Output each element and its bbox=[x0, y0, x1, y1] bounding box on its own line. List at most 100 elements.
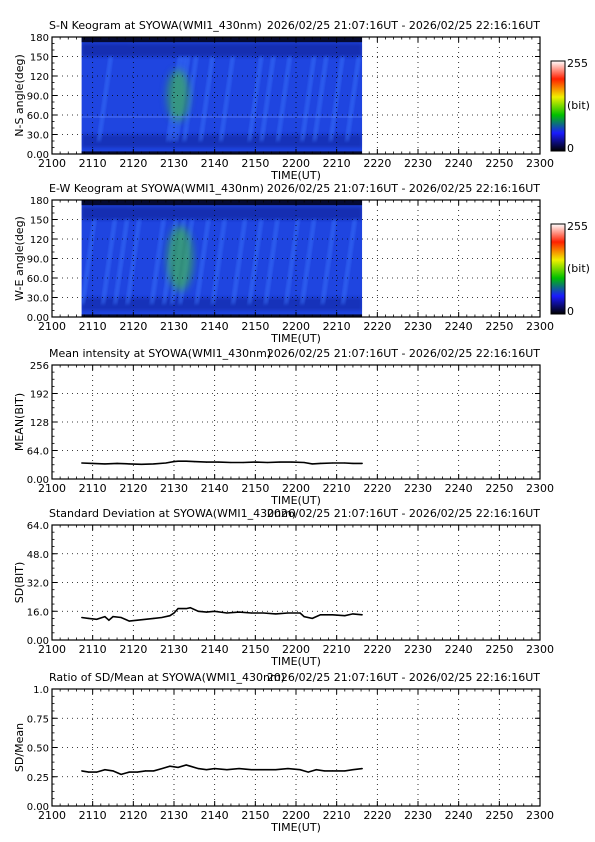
keogram-streak bbox=[194, 219, 211, 304]
data-point bbox=[291, 461, 293, 463]
data-point bbox=[128, 620, 130, 622]
data-point bbox=[218, 461, 220, 463]
data-point bbox=[214, 610, 216, 612]
keogram-horizon-top bbox=[81, 43, 363, 57]
x-tick-label: 2200 bbox=[282, 320, 310, 333]
chart-title: Mean intensity at SYOWA(WMI1_430nm) bbox=[49, 347, 271, 360]
keogram-image bbox=[81, 200, 363, 317]
keogram-streak bbox=[340, 219, 357, 304]
time-range-label: 2026/02/25 21:07:16UT - 2026/02/25 22:16… bbox=[267, 507, 540, 520]
data-point bbox=[242, 461, 244, 464]
data-point bbox=[153, 770, 155, 772]
colorbar: 255 (bit) 0 bbox=[550, 57, 590, 155]
keogram-streak bbox=[182, 56, 199, 141]
x-tick-label: 2120 bbox=[119, 320, 147, 333]
x-tick-label: 2110 bbox=[79, 157, 107, 170]
x-tick-label: 2120 bbox=[119, 482, 147, 495]
data-point bbox=[332, 770, 334, 772]
keogram-bottom-band bbox=[81, 314, 363, 317]
x-tick-label: 2230 bbox=[404, 643, 432, 656]
data-point bbox=[177, 608, 179, 610]
colorbar-gradient bbox=[550, 60, 566, 152]
colorbar-min-label: 0 bbox=[567, 305, 574, 318]
y-tick-label: 150 bbox=[30, 216, 49, 227]
data-point bbox=[303, 616, 305, 618]
data-point bbox=[128, 463, 130, 465]
data-point bbox=[352, 769, 354, 771]
keogram-streak bbox=[231, 219, 248, 304]
data-point bbox=[311, 617, 313, 620]
keogram-streak bbox=[125, 219, 142, 304]
data-point bbox=[361, 614, 363, 616]
panel-5: Ratio of SD/Mean at SYOWA(WMI1_430nm)202… bbox=[13, 671, 554, 834]
keogram-streak bbox=[300, 219, 317, 304]
data-point bbox=[332, 462, 334, 464]
data-point bbox=[344, 770, 346, 772]
keogram-streak bbox=[328, 56, 345, 141]
x-tick-label: 2100 bbox=[38, 809, 66, 822]
data-point bbox=[307, 771, 309, 773]
grid-lines bbox=[52, 689, 540, 806]
y-axis-label: N-S angle(deg) bbox=[13, 54, 26, 137]
y-tick-label: 120 bbox=[30, 235, 49, 246]
x-tick-label: 2130 bbox=[160, 643, 188, 656]
x-tick-label: 2240 bbox=[445, 157, 473, 170]
panel-3: Mean intensity at SYOWA(WMI1_430nm)2026/… bbox=[13, 347, 554, 507]
keogram-top-band bbox=[81, 200, 363, 206]
x-tick-label: 2230 bbox=[404, 482, 432, 495]
data-point bbox=[112, 616, 114, 618]
x-tick-label: 2300 bbox=[526, 643, 554, 656]
colorbar: 255 (bit) 0 bbox=[550, 220, 590, 318]
data-point bbox=[319, 462, 321, 464]
data-point bbox=[299, 612, 301, 614]
keogram-top-band bbox=[81, 37, 363, 43]
data-point bbox=[144, 618, 147, 620]
y-tick-label: 32.0 bbox=[27, 579, 49, 590]
x-tick-label: 2140 bbox=[201, 809, 229, 822]
data-point bbox=[185, 460, 187, 462]
x-tick-label: 2300 bbox=[526, 809, 554, 822]
data-point bbox=[262, 612, 265, 614]
y-tick-label: 256 bbox=[30, 361, 49, 372]
x-tick-label: 2220 bbox=[363, 320, 391, 333]
x-tick-label: 2200 bbox=[282, 157, 310, 170]
x-tick-label: 2110 bbox=[79, 809, 107, 822]
y-tick-label: 64.0 bbox=[27, 447, 49, 458]
data-point bbox=[112, 770, 114, 772]
x-tick-label: 2240 bbox=[445, 809, 473, 822]
x-tick-label: 2220 bbox=[363, 482, 391, 495]
x-tick-label: 2200 bbox=[282, 482, 310, 495]
y-tick-label: 30.0 bbox=[27, 294, 49, 305]
keogram-bottom-band bbox=[81, 151, 363, 154]
colorbar-max-label: 255 bbox=[567, 220, 588, 233]
data-line bbox=[81, 606, 363, 622]
keogram-streak bbox=[149, 219, 166, 304]
y-tick-label: 0.75 bbox=[27, 714, 49, 725]
data-point bbox=[173, 461, 175, 463]
data-point bbox=[214, 768, 216, 770]
x-tick-label: 2100 bbox=[38, 320, 66, 333]
data-point bbox=[332, 614, 334, 616]
keogram-horizon-bottom bbox=[81, 297, 363, 311]
y-axis-label: SD/Mean bbox=[13, 723, 26, 772]
y-tick-label: 0.00 bbox=[27, 475, 49, 486]
x-tick-label: 2210 bbox=[323, 643, 351, 656]
keogram-streak bbox=[247, 56, 264, 141]
x-tick-label: 2150 bbox=[241, 157, 269, 170]
data-point bbox=[238, 611, 240, 613]
y-tick-label: 0.00 bbox=[27, 150, 49, 161]
data-point bbox=[136, 771, 138, 773]
x-tick-label: 2110 bbox=[79, 482, 107, 495]
data-point bbox=[104, 463, 106, 465]
data-point bbox=[266, 461, 269, 464]
x-tick-label: 2210 bbox=[323, 809, 351, 822]
data-point bbox=[189, 607, 191, 609]
data-point bbox=[92, 462, 94, 464]
data-point bbox=[279, 461, 281, 463]
x-tick-label: 2120 bbox=[119, 809, 147, 822]
data-point bbox=[81, 770, 83, 772]
data-point bbox=[81, 616, 83, 619]
x-tick-label: 2240 bbox=[445, 643, 473, 656]
x-tick-label: 2120 bbox=[119, 643, 147, 656]
